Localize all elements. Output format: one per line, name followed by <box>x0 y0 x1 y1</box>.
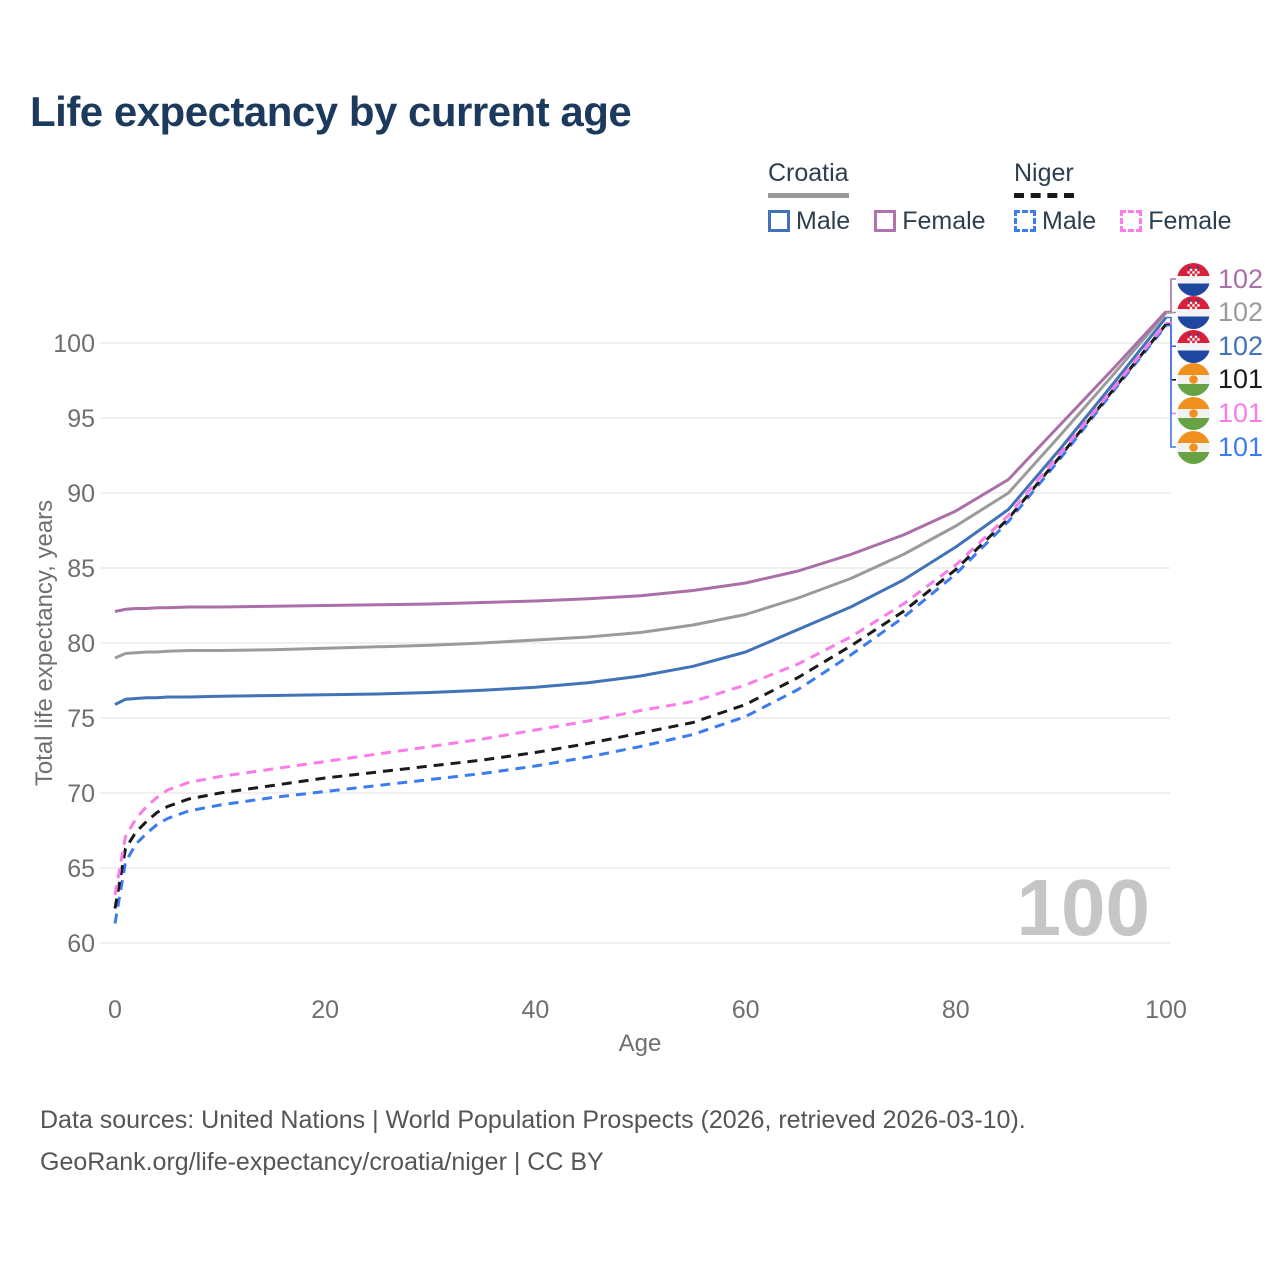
y-tick-75: 75 <box>67 705 95 733</box>
y-tick-60: 60 <box>67 930 95 958</box>
end-label-croatia-female: 102 <box>1177 262 1263 296</box>
legend-label-croatia-male[interactable]: Male <box>796 206 851 235</box>
legend-items-niger: Male Female <box>1014 207 1256 236</box>
line-niger-female[interactable] <box>113 321 1168 896</box>
line-niger-both-sexes[interactable] <box>113 323 1168 909</box>
end-value: 101 <box>1218 431 1264 462</box>
y-tick-65: 65 <box>67 855 95 883</box>
line-niger-male[interactable] <box>113 324 1168 924</box>
end-value: 101 <box>1218 397 1264 428</box>
x-tick-80: 80 <box>942 996 970 1024</box>
end-label-croatia-male: 102 <box>1177 329 1263 363</box>
leader-croatia-female <box>1166 278 1176 313</box>
y-axis-title: Total life expectancy, years <box>31 499 58 787</box>
niger-flag-icon <box>1177 363 1210 397</box>
y-tick-95: 95 <box>67 405 95 433</box>
age-counter-watermark: 100 <box>1016 863 1150 952</box>
legend-label-niger-male[interactable]: Male <box>1042 206 1097 235</box>
legend-country-croatia: Croatia <box>768 159 849 198</box>
x-tick-0: 0 <box>108 996 122 1024</box>
croatia-flag-icon <box>1177 329 1210 363</box>
line-croatia-male[interactable] <box>114 316 1168 706</box>
footer-data-sources: Data sources: United Nations | World Pop… <box>40 1106 1026 1134</box>
end-value: 102 <box>1218 330 1264 361</box>
legend-label-croatia-female[interactable]: Female <box>902 206 986 235</box>
legend-group-niger: Niger Male Female <box>1014 159 1256 236</box>
leader-niger-male <box>1166 324 1176 448</box>
line-croatia-female[interactable] <box>114 310 1168 613</box>
croatia-flag-icon <box>1177 296 1210 330</box>
niger-flag-icon <box>1177 396 1210 430</box>
niger-flag-icon <box>1177 430 1210 464</box>
end-value: 102 <box>1218 263 1264 294</box>
y-tick-100: 100 <box>53 330 95 358</box>
x-axis-title: Age <box>618 1030 662 1057</box>
legend-swatch-niger-female[interactable] <box>1120 210 1143 232</box>
x-tick-40: 40 <box>521 996 549 1024</box>
legend-swatch-croatia-male[interactable] <box>768 210 790 232</box>
x-tick-20: 20 <box>311 996 339 1024</box>
legend-swatch-niger-male[interactable] <box>1014 210 1036 232</box>
legend-label-niger-female[interactable]: Female <box>1148 206 1232 235</box>
y-tick-80: 80 <box>67 630 95 658</box>
legend-swatch-croatia-female[interactable] <box>874 210 897 232</box>
x-tick-100: 100 <box>1145 996 1187 1024</box>
legend-country-niger: Niger <box>1014 159 1074 198</box>
croatia-flag-icon <box>1177 262 1210 296</box>
legend-items-croatia: Male Female <box>768 207 1010 236</box>
legend-group-croatia: Croatia Male Female <box>768 159 1010 236</box>
end-label-croatia-both-sexes: 102 <box>1177 296 1263 330</box>
end-label-niger-female: 101 <box>1177 396 1263 430</box>
x-tick-60: 60 <box>732 996 760 1024</box>
y-tick-85: 85 <box>67 555 95 583</box>
end-label-niger-both-sexes: 101 <box>1177 363 1263 397</box>
line-croatia-both-sexes[interactable] <box>114 312 1168 660</box>
end-label-niger-male: 101 <box>1177 430 1263 464</box>
footer-attribution-link: GeoRank.org/life-expectancy/croatia/nige… <box>40 1148 604 1176</box>
end-value: 101 <box>1218 364 1264 395</box>
y-tick-70: 70 <box>67 780 95 808</box>
y-tick-90: 90 <box>67 480 95 508</box>
chart-title: Life expectancy by current age <box>30 88 632 135</box>
end-value: 102 <box>1218 297 1264 328</box>
